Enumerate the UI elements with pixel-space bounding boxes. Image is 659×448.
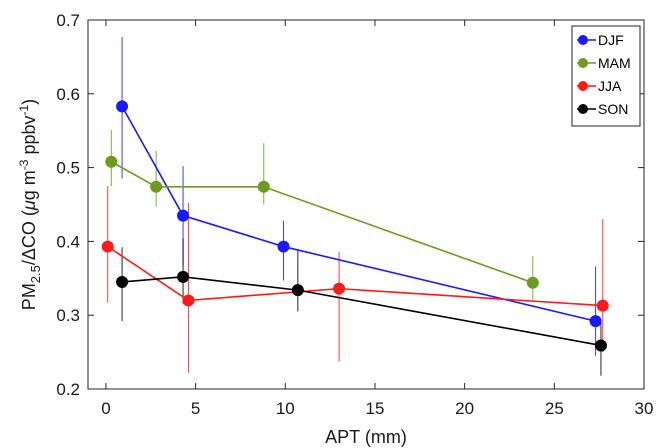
y-axis-label: PM2.5/ΔCO (μg m-3 ppbv-1) (17, 99, 43, 310)
x-tick-label: 15 (366, 399, 385, 418)
legend-label-son: SON (598, 101, 628, 117)
legend-label-mam: MAM (598, 55, 631, 71)
y-label-prefix: PM (19, 283, 39, 310)
x-axis-label: APT (mm) (325, 427, 407, 447)
y-tick-label: 0.6 (56, 85, 80, 104)
legend-marker-djf (578, 35, 588, 45)
y-tick-label: 0.2 (56, 380, 80, 399)
axes (87, 19, 645, 390)
data-point-djf (116, 100, 129, 113)
series-line-mam (110, 160, 534, 284)
x-tick-label: 10 (276, 399, 295, 418)
ticks: 0 5 10 15 20 25 30 0.2 0.3 0.4 0.5 0.6 0.7 (56, 11, 653, 418)
x-tick-label: 20 (455, 399, 474, 418)
data-point-mam (150, 180, 163, 193)
data-point-jja (182, 294, 195, 307)
y-label-mu: μ (19, 200, 39, 211)
x-tick-label: 5 (191, 399, 200, 418)
y-tick-label: 0.5 (56, 159, 80, 178)
legend-label-djf: DJF (598, 32, 624, 48)
data-points (101, 100, 609, 352)
y-tick-label: 0.3 (56, 306, 80, 325)
data-point-mam (526, 276, 539, 289)
y-label-suffix: ) (19, 99, 39, 105)
series-line-djf (121, 105, 596, 322)
legend: DJF MAM JJA SON (571, 25, 641, 127)
legend-label-jja: JJA (598, 78, 622, 94)
legend-marker-jja (578, 81, 588, 91)
plot-frame (87, 19, 645, 390)
data-point-son (291, 284, 304, 297)
data-point-son (594, 339, 607, 352)
data-point-son (116, 275, 129, 288)
x-tick-label: 25 (545, 399, 564, 418)
error-bars (107, 36, 604, 376)
series-line-jja (107, 245, 603, 307)
data-point-jja (101, 240, 114, 253)
series-lines (107, 105, 603, 347)
y-tick-label: 0.4 (56, 232, 80, 251)
data-point-son (177, 270, 190, 283)
y-label-unit1: g m (19, 170, 39, 200)
x-tick-label: 0 (101, 399, 110, 418)
y-tick-label: 0.7 (56, 11, 80, 30)
data-point-djf (177, 209, 190, 222)
data-point-jja (596, 299, 609, 312)
series-line-son (122, 276, 602, 347)
data-point-mam (105, 155, 118, 168)
data-point-mam (257, 180, 270, 193)
legend-marker-mam (578, 58, 588, 68)
y-label-unit2: ppbv (19, 115, 39, 159)
y-label-sup2: -1 (17, 104, 31, 115)
y-label-sub: 2.5 (28, 265, 43, 283)
legend-marker-son (578, 104, 588, 114)
y-label-mid: /ΔCO ( (19, 210, 39, 265)
data-point-jja (333, 282, 346, 295)
y-label-sup1: -3 (17, 159, 31, 170)
data-point-djf (589, 315, 602, 328)
data-point-djf (277, 240, 290, 253)
x-tick-label: 30 (635, 399, 654, 418)
